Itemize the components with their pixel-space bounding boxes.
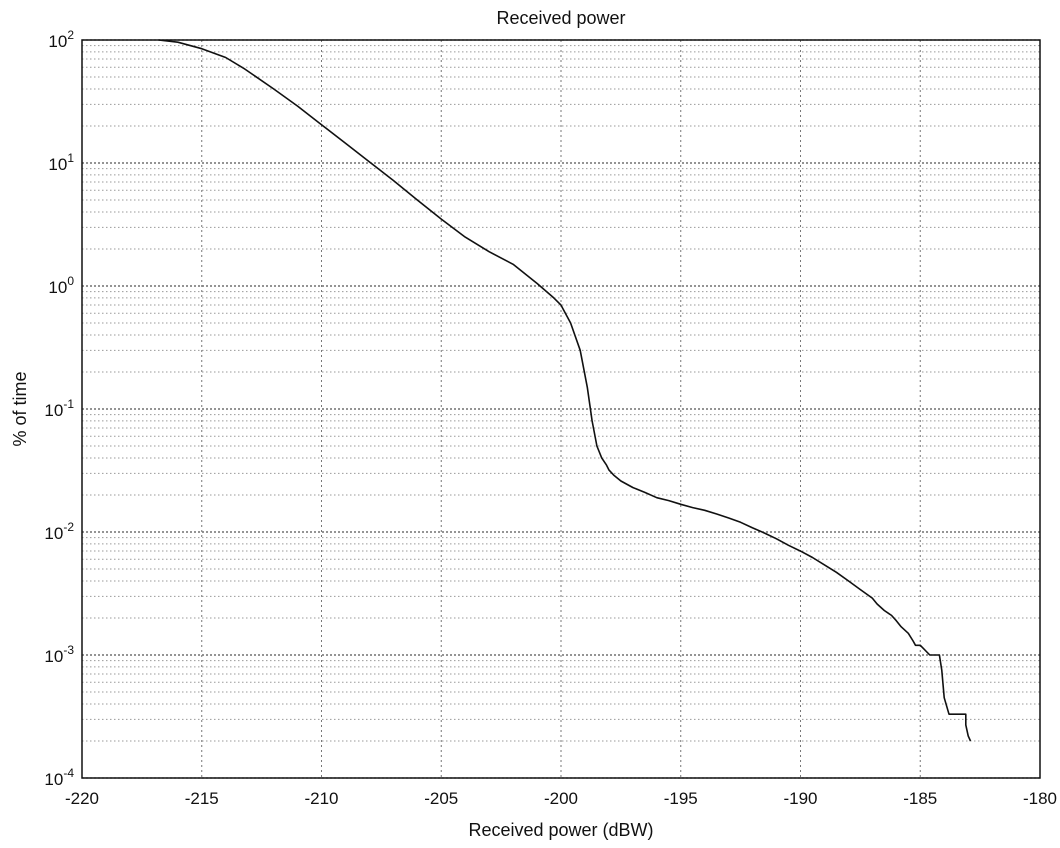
y-tick-label: 10-4 <box>44 766 74 789</box>
y-tick-label: 10-3 <box>44 643 74 666</box>
x-tick-label: -185 <box>903 789 937 808</box>
x-tick-label: -210 <box>304 789 338 808</box>
x-tick-label: -215 <box>185 789 219 808</box>
y-tick-label: 102 <box>48 28 74 51</box>
x-tick-label: -205 <box>424 789 458 808</box>
y-tick-label: 10-1 <box>44 397 74 420</box>
y-tick-label: 10-2 <box>44 520 74 543</box>
y-tick-label: 100 <box>48 274 74 297</box>
y-tick-label: 101 <box>48 151 74 174</box>
y-axis-label: % of time <box>10 371 30 446</box>
received-power-line <box>158 39 972 742</box>
x-tick-label: -195 <box>664 789 698 808</box>
x-tick-label: -180 <box>1023 789 1057 808</box>
x-tick-label: -200 <box>544 789 578 808</box>
y-tick-labels: 10-4 10-3 10-2 10-1 100 101 102 <box>44 28 74 789</box>
x-tick-label: -190 <box>783 789 817 808</box>
chart-title: Received power <box>496 8 625 28</box>
x-tick-label: -220 <box>65 789 99 808</box>
x-axis-label: Received power (dBW) <box>468 820 653 840</box>
x-tick-labels: -220 -215 -210 -205 -200 -195 -190 -185 -180 <box>65 789 1057 808</box>
plot-frame <box>81 39 1041 779</box>
